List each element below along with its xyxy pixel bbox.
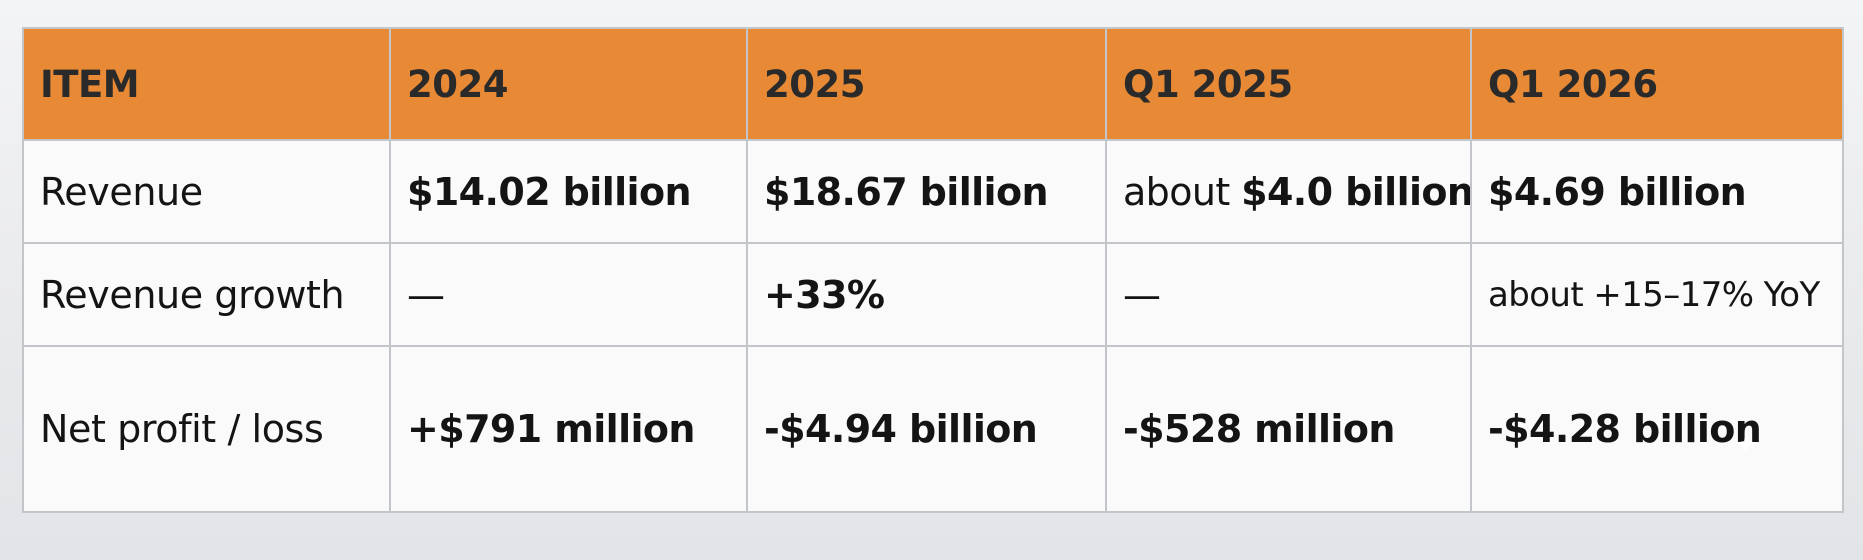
- cell-net-2024: +$791 million: [389, 345, 748, 513]
- cell-net-2025: -$4.94 billion: [746, 345, 1107, 513]
- column-header-item: ITEM: [22, 27, 391, 141]
- cell-revenue-q1-2026: $4.69 billion: [1470, 139, 1844, 244]
- row-label-revenue-growth: Revenue growth: [22, 242, 391, 347]
- cell-net-q1-2026: -$4.28 billion: [1470, 345, 1844, 513]
- cell-revenue-2024: $14.02 billion: [389, 139, 748, 244]
- cell-growth-2024: —: [389, 242, 748, 347]
- column-header-2025: 2025: [746, 27, 1107, 141]
- table-row-revenue-growth: Revenue growth — +33% — about +15–17% Yo…: [22, 242, 1844, 347]
- cell-growth-q1-2025: —: [1105, 242, 1472, 347]
- column-header-2024: 2024: [389, 27, 748, 141]
- cell-revenue-q1-2025-value: $4.0 billion: [1241, 169, 1471, 214]
- table-header-row: ITEM 2024 2025 Q1 2025 Q1 2026: [22, 27, 1844, 141]
- column-header-q1-2026: Q1 2026: [1470, 27, 1844, 141]
- cell-growth-2025: +33%: [746, 242, 1107, 347]
- column-header-q1-2025: Q1 2025: [1105, 27, 1472, 141]
- financial-table: ITEM 2024 2025 Q1 2025 Q1 2026 Revenue $…: [22, 27, 1844, 513]
- cell-net-q1-2025: -$528 million: [1105, 345, 1472, 513]
- table-row-revenue: Revenue $14.02 billion $18.67 billion ab…: [22, 139, 1844, 244]
- cell-revenue-q1-2025: about $4.0 billion: [1105, 139, 1472, 244]
- financial-table-container: ITEM 2024 2025 Q1 2025 Q1 2026 Revenue $…: [22, 27, 1844, 513]
- cell-revenue-2025: $18.67 billion: [746, 139, 1107, 244]
- sparkle-icon: [1734, 431, 1758, 455]
- cell-revenue-q1-2025-prefix: about: [1123, 169, 1242, 214]
- row-label-revenue: Revenue: [22, 139, 391, 244]
- cell-growth-q1-2026: about +15–17% YoY: [1470, 242, 1844, 347]
- row-label-net-profit-loss: Net profit / loss: [22, 345, 391, 513]
- table-row-net-profit-loss: Net profit / loss +$791 million -$4.94 b…: [22, 345, 1844, 513]
